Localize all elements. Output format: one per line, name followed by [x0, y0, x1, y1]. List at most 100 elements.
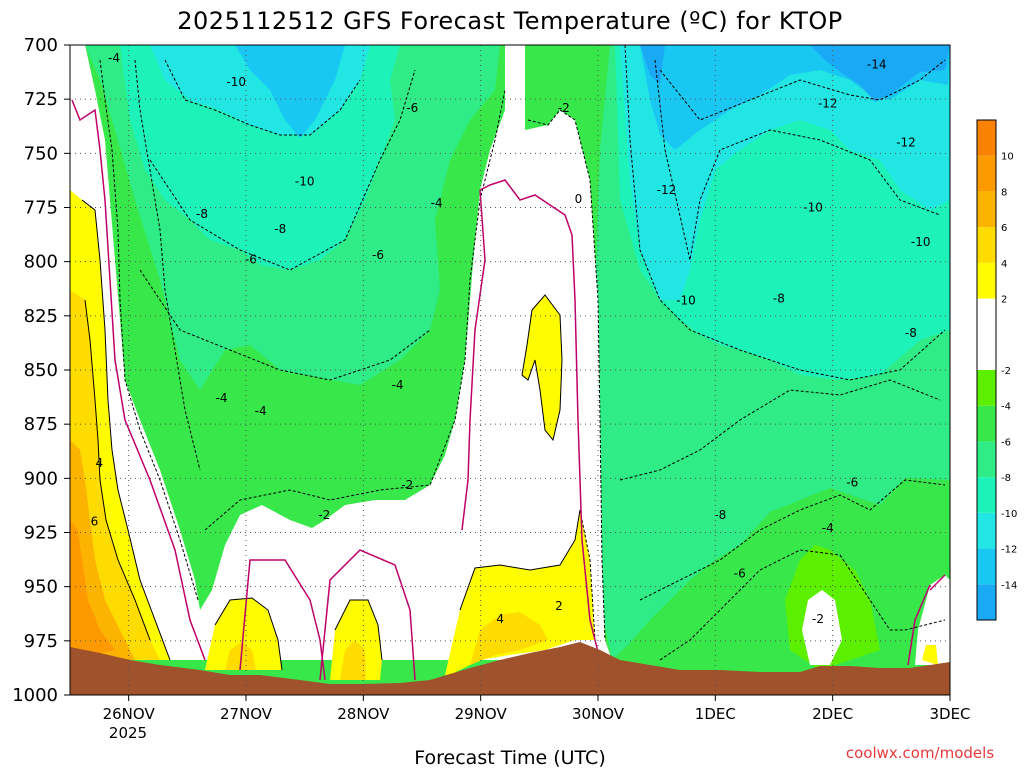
y-tick-label: 800: [24, 252, 58, 273]
x-year-label: 2025: [109, 724, 147, 742]
contour-label: -2: [812, 612, 824, 626]
x-tick-label: 26NOV: [103, 705, 156, 723]
contour-label: -8: [714, 508, 726, 522]
zone-deep-orange-west: [70, 520, 115, 660]
contour-label: -8: [196, 207, 208, 221]
contour-label: 2: [555, 599, 563, 613]
contour-label: -4: [108, 51, 120, 65]
colorbar-bin: [977, 512, 996, 549]
solid-contour-lines: [81, 199, 581, 671]
y-axis: 700 725 750 775 800 825 850 875 900 925 950 975 1000: [12, 35, 70, 706]
contour-label: -10: [295, 175, 315, 189]
contour-line: [214, 597, 283, 671]
zone-yellow-pocket-2: [922, 645, 938, 665]
colorbar-label: 6: [1001, 223, 1007, 234]
contour-label: -4: [216, 391, 228, 405]
zone-orange-27nov: [225, 642, 256, 670]
contour-label: -12: [657, 183, 677, 197]
contour-line: [579, 509, 596, 641]
zero-contour-line: [929, 574, 946, 591]
zero-contour-line: [479, 179, 601, 661]
contour-line: [204, 89, 506, 531]
colorbar-bin: [977, 441, 996, 478]
y-tick-label: 725: [24, 89, 58, 110]
colorbar-bin: [977, 584, 996, 620]
colorbar-bin: [977, 262, 996, 299]
x-tick-label: 2DEC: [812, 705, 853, 723]
colorbar-label: -12: [1001, 545, 1017, 556]
contour-label-layer: -4 -10 -6 -2 -10 -8 -8 -4 0 -6 -6 -4 -4 -4 4 6 -2 -2 2 4 -12…: [91, 51, 931, 626]
contour-line: [84, 299, 151, 641]
y-tick-label: 925: [24, 523, 58, 544]
contour-label: 4: [496, 612, 504, 626]
contour-label: 0: [575, 192, 583, 206]
contour-line: [134, 59, 201, 471]
zero-contour-line: [71, 99, 206, 661]
colorbar-label: -2: [1001, 366, 1011, 377]
x-tick-label: 29NOV: [455, 705, 508, 723]
contour-label: -2: [318, 508, 330, 522]
contour-label: -6: [406, 101, 418, 115]
colorbar-bin: [977, 227, 996, 263]
x-tick-label: 1DEC: [695, 705, 736, 723]
contour-label: -12: [896, 136, 916, 150]
contour-label: 6: [91, 515, 99, 529]
contour-label: -6: [245, 253, 257, 267]
zone-white-pocket-1: [802, 590, 842, 665]
y-tick-label: 1000: [12, 685, 58, 706]
contour-label: -4: [255, 404, 267, 418]
zone-warm-west: [70, 45, 612, 660]
colorbar-label: 2: [1001, 295, 1007, 306]
contour-label: -10: [676, 294, 696, 308]
y-tick-label: 950: [24, 577, 58, 598]
contour-line: [619, 379, 941, 481]
y-tick-label: 900: [24, 468, 58, 489]
colorbar-bin: [977, 370, 996, 406]
contour-line: [459, 509, 581, 611]
contour-line: [164, 59, 361, 136]
credit-label: coolwx.com/models: [846, 744, 994, 762]
colorbar-frame: [976, 119, 997, 621]
y-tick-label: 875: [24, 414, 58, 435]
colorbar-bin: [977, 155, 996, 192]
contour-line: [654, 59, 941, 261]
contour-line: [99, 59, 199, 601]
contour-label: -2: [401, 478, 413, 492]
colorbar-bin: [977, 405, 996, 442]
zone-white-pocket-2: [915, 575, 950, 665]
colorbar-label: -10: [1001, 509, 1017, 520]
y-tick-label: 750: [24, 143, 58, 164]
colorbar: 10 8 6 4 2 -2 -4 -6 -8 -10 -12 -14: [976, 119, 1017, 621]
contour-label: -6: [372, 248, 384, 262]
colorbar-bin: [977, 120, 996, 156]
x-axis-title: Forecast Time (UTC): [414, 747, 605, 768]
contour-label: -4: [431, 196, 443, 210]
y-tick-label: 700: [24, 35, 58, 56]
zone-warm-north-west: [70, 45, 95, 120]
contour-label: -8: [274, 222, 286, 236]
contour-line: [527, 109, 606, 641]
contour-label: -2: [558, 101, 570, 115]
zone-orange-29nov: [470, 612, 548, 665]
contour-label: -10: [226, 75, 246, 89]
zone-yellow-midcolumn: [522, 295, 562, 440]
freezing-contour-lines: [71, 99, 946, 681]
contour-label: -6: [846, 476, 858, 490]
contour-lines: [99, 45, 946, 661]
colorbar-label: -6: [1001, 437, 1011, 448]
contour-line: [149, 69, 416, 271]
zero-contour-line: [461, 189, 486, 531]
y-tick-label: 825: [24, 306, 58, 327]
contour-label: -8: [773, 292, 785, 306]
contour-label: -10: [911, 235, 931, 249]
zero-contour-line: [239, 559, 326, 681]
chart-title: 2025112512 GFS Forecast Temperature (ºC)…: [177, 7, 842, 35]
contour-line: [521, 294, 563, 442]
zone-coldest-east: [810, 45, 950, 102]
terrain-ground: [70, 642, 950, 695]
contour-label: 4: [96, 456, 104, 470]
contour-line: [334, 599, 383, 661]
colorbar-label: 8: [1001, 187, 1007, 198]
colorbar-label: 10: [1001, 152, 1014, 163]
